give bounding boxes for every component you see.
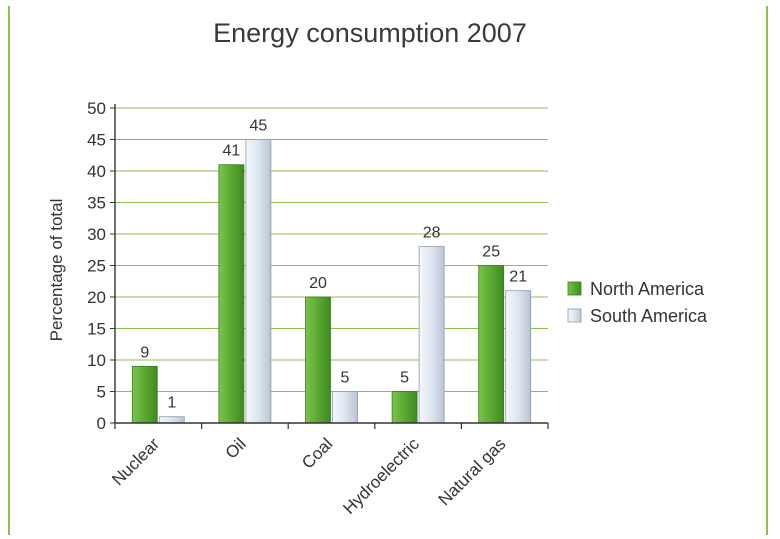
- legend-swatch: [567, 281, 582, 296]
- y-tick-label: 25: [87, 257, 106, 276]
- data-labels: 9 1 41 45 20 5 5 28 25 21: [140, 118, 527, 412]
- data-label: 45: [250, 118, 268, 135]
- y-tick-label: 15: [87, 320, 106, 339]
- y-tick-label: 5: [97, 383, 106, 402]
- bar-north-america: [478, 265, 505, 424]
- data-label: 41: [223, 143, 241, 160]
- bar-north-america: [131, 365, 158, 424]
- y-tick-label: 20: [87, 288, 106, 307]
- x-tick-label: Nuclear: [108, 434, 163, 489]
- y-tick-label: 45: [87, 131, 106, 150]
- legend: North America South America: [567, 279, 708, 326]
- data-label: 25: [482, 244, 500, 261]
- bar-south-america: [418, 246, 445, 424]
- chart-title: Energy consumption 2007: [213, 18, 527, 48]
- bar-south-america: [158, 416, 185, 424]
- axes: [110, 104, 549, 429]
- x-tick-label: Hydroelectric: [339, 434, 423, 518]
- bar-south-america: [505, 290, 532, 424]
- legend-swatch: [567, 308, 582, 323]
- bar-north-america: [305, 296, 331, 424]
- y-tick-label: 30: [87, 225, 106, 244]
- bar-south-america: [332, 391, 358, 424]
- x-tick-labels: Nuclear Oil Coal Hydroelectric Natural gas: [108, 434, 509, 518]
- data-label: 5: [341, 370, 350, 387]
- x-tick-label: Oil: [222, 434, 250, 462]
- legend-label: South America: [590, 306, 708, 326]
- y-tick-labels: 0 5 10 15 20 25 30 35 40 45 50: [87, 99, 106, 433]
- bar-north-america: [218, 164, 245, 424]
- y-tick-label: 50: [87, 99, 106, 118]
- data-label: 20: [309, 275, 327, 292]
- bar-south-america: [245, 139, 272, 424]
- data-label: 9: [140, 344, 149, 361]
- y-tick-label: 10: [87, 351, 106, 370]
- y-tick-label: 0: [97, 414, 106, 433]
- data-label: 21: [509, 269, 527, 286]
- data-label: 28: [423, 225, 441, 242]
- data-label: 1: [167, 395, 176, 412]
- bars: [131, 139, 532, 424]
- data-label: 5: [400, 370, 409, 387]
- bar-north-america: [391, 391, 418, 424]
- y-tick-label: 40: [87, 162, 106, 181]
- x-tick-label: Coal: [298, 434, 336, 472]
- y-axis-label: Percentage of total: [47, 199, 66, 342]
- legend-label: North America: [590, 279, 705, 299]
- gridlines: [115, 107, 548, 392]
- chart-frame: [8, 6, 768, 535]
- y-tick-label: 35: [87, 194, 106, 213]
- x-tick-label: Natural gas: [435, 434, 510, 509]
